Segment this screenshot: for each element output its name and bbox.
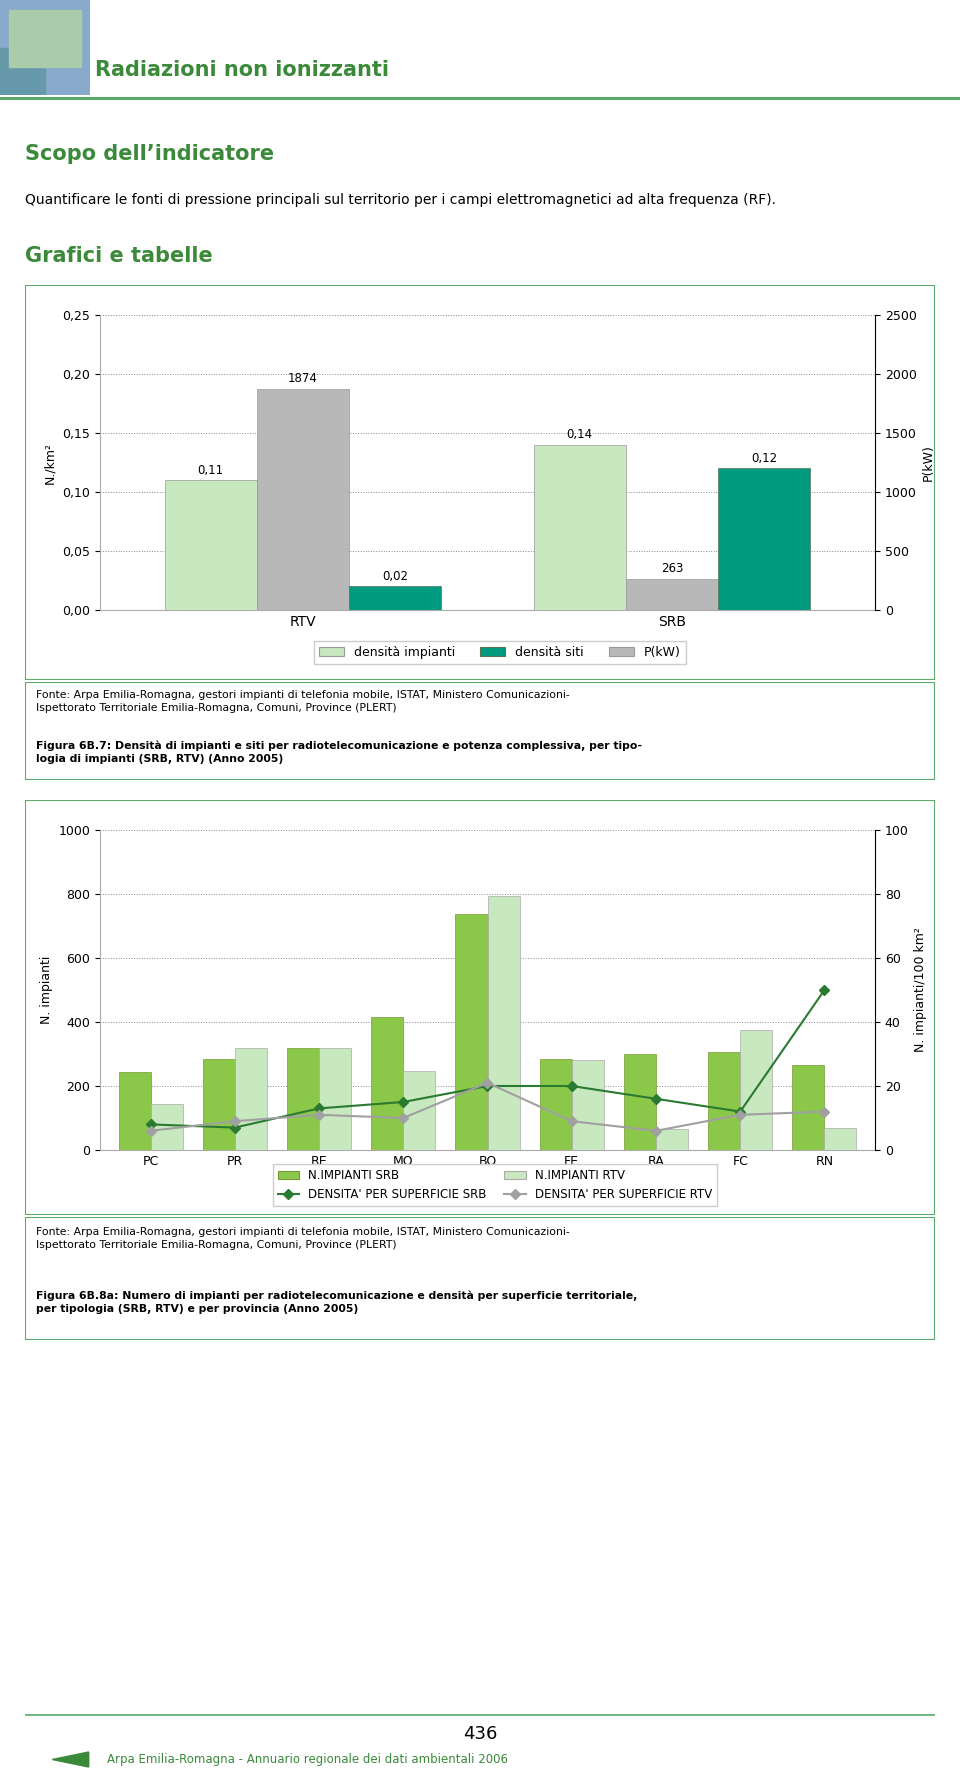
Text: Fonte: Arpa Emilia-Romagna, gestori impianti di telefonia mobile, ISTAT, Ministe: Fonte: Arpa Emilia-Romagna, gestori impi… (36, 689, 569, 712)
Bar (534, 445, 626, 610)
Text: Arpa Emilia-Romagna - Annuario regionale dei dati ambientali 2006: Arpa Emilia-Romagna - Annuario regionale… (107, 1753, 508, 1767)
Bar (656, 1129, 688, 1150)
Bar (740, 1030, 772, 1150)
Text: 0,02: 0,02 (382, 571, 408, 583)
Bar (118, 1072, 151, 1150)
Polygon shape (52, 1753, 88, 1767)
Bar (403, 1070, 435, 1150)
Text: Figura 6B.7: Densità di impianti e siti per radiotelecomunicazione e potenza com: Figura 6B.7: Densità di impianti e siti … (36, 741, 642, 764)
Bar (626, 579, 718, 610)
Text: 0,14: 0,14 (566, 429, 593, 441)
Bar (372, 1017, 403, 1150)
Legend: N.IMPIANTI SRB, DENSITA' PER SUPERFICIE SRB, N.IMPIANTI RTV, DENSITA' PER SUPERF: N.IMPIANTI SRB, DENSITA' PER SUPERFICIE … (273, 1164, 717, 1205)
Bar (235, 1047, 267, 1150)
Y-axis label: N. impianti/100 km²: N. impianti/100 km² (914, 927, 927, 1053)
Bar (792, 1065, 825, 1150)
Bar (9, 9, 81, 67)
Bar (455, 914, 488, 1150)
Bar (287, 1047, 319, 1150)
Text: Radiazioni non ionizzanti: Radiazioni non ionizzanti (95, 60, 389, 80)
Bar (257, 388, 349, 610)
Text: 436: 436 (463, 1724, 497, 1742)
Bar (0, 48, 45, 96)
Bar (825, 1129, 856, 1150)
Legend: densità impianti, densità siti, P(kW): densità impianti, densità siti, P(kW) (314, 641, 685, 664)
Text: Figura 6B.8a: Numero di impianti per radiotelecomunicazione e densità per superf: Figura 6B.8a: Numero di impianti per rad… (36, 1290, 637, 1315)
Text: Scopo dell’indicatore: Scopo dell’indicatore (25, 144, 275, 165)
Bar (349, 587, 442, 610)
Bar (319, 1047, 351, 1150)
Bar (718, 468, 810, 610)
Bar (203, 1060, 235, 1150)
Text: Grafici e tabelle: Grafici e tabelle (25, 246, 213, 266)
Bar (540, 1060, 572, 1150)
Text: Quantificare le fonti di pressione principali sul territorio per i campi elettro: Quantificare le fonti di pressione princ… (25, 193, 776, 207)
Y-axis label: N./km²: N./km² (44, 441, 57, 484)
Text: 0,11: 0,11 (198, 464, 224, 477)
Text: Fonte: Arpa Emilia-Romagna, gestori impianti di telefonia mobile, ISTAT, Ministe: Fonte: Arpa Emilia-Romagna, gestori impi… (36, 1226, 569, 1249)
Text: 263: 263 (660, 562, 684, 576)
Bar (164, 480, 257, 610)
Y-axis label: P(kW): P(kW) (923, 445, 935, 480)
Text: 1874: 1874 (288, 372, 318, 385)
Bar (708, 1053, 740, 1150)
Text: 0,12: 0,12 (752, 452, 778, 464)
Bar (624, 1054, 656, 1150)
Y-axis label: N. impianti: N. impianti (40, 955, 53, 1024)
Bar (572, 1060, 604, 1150)
Bar (151, 1104, 182, 1150)
Bar (488, 895, 519, 1150)
